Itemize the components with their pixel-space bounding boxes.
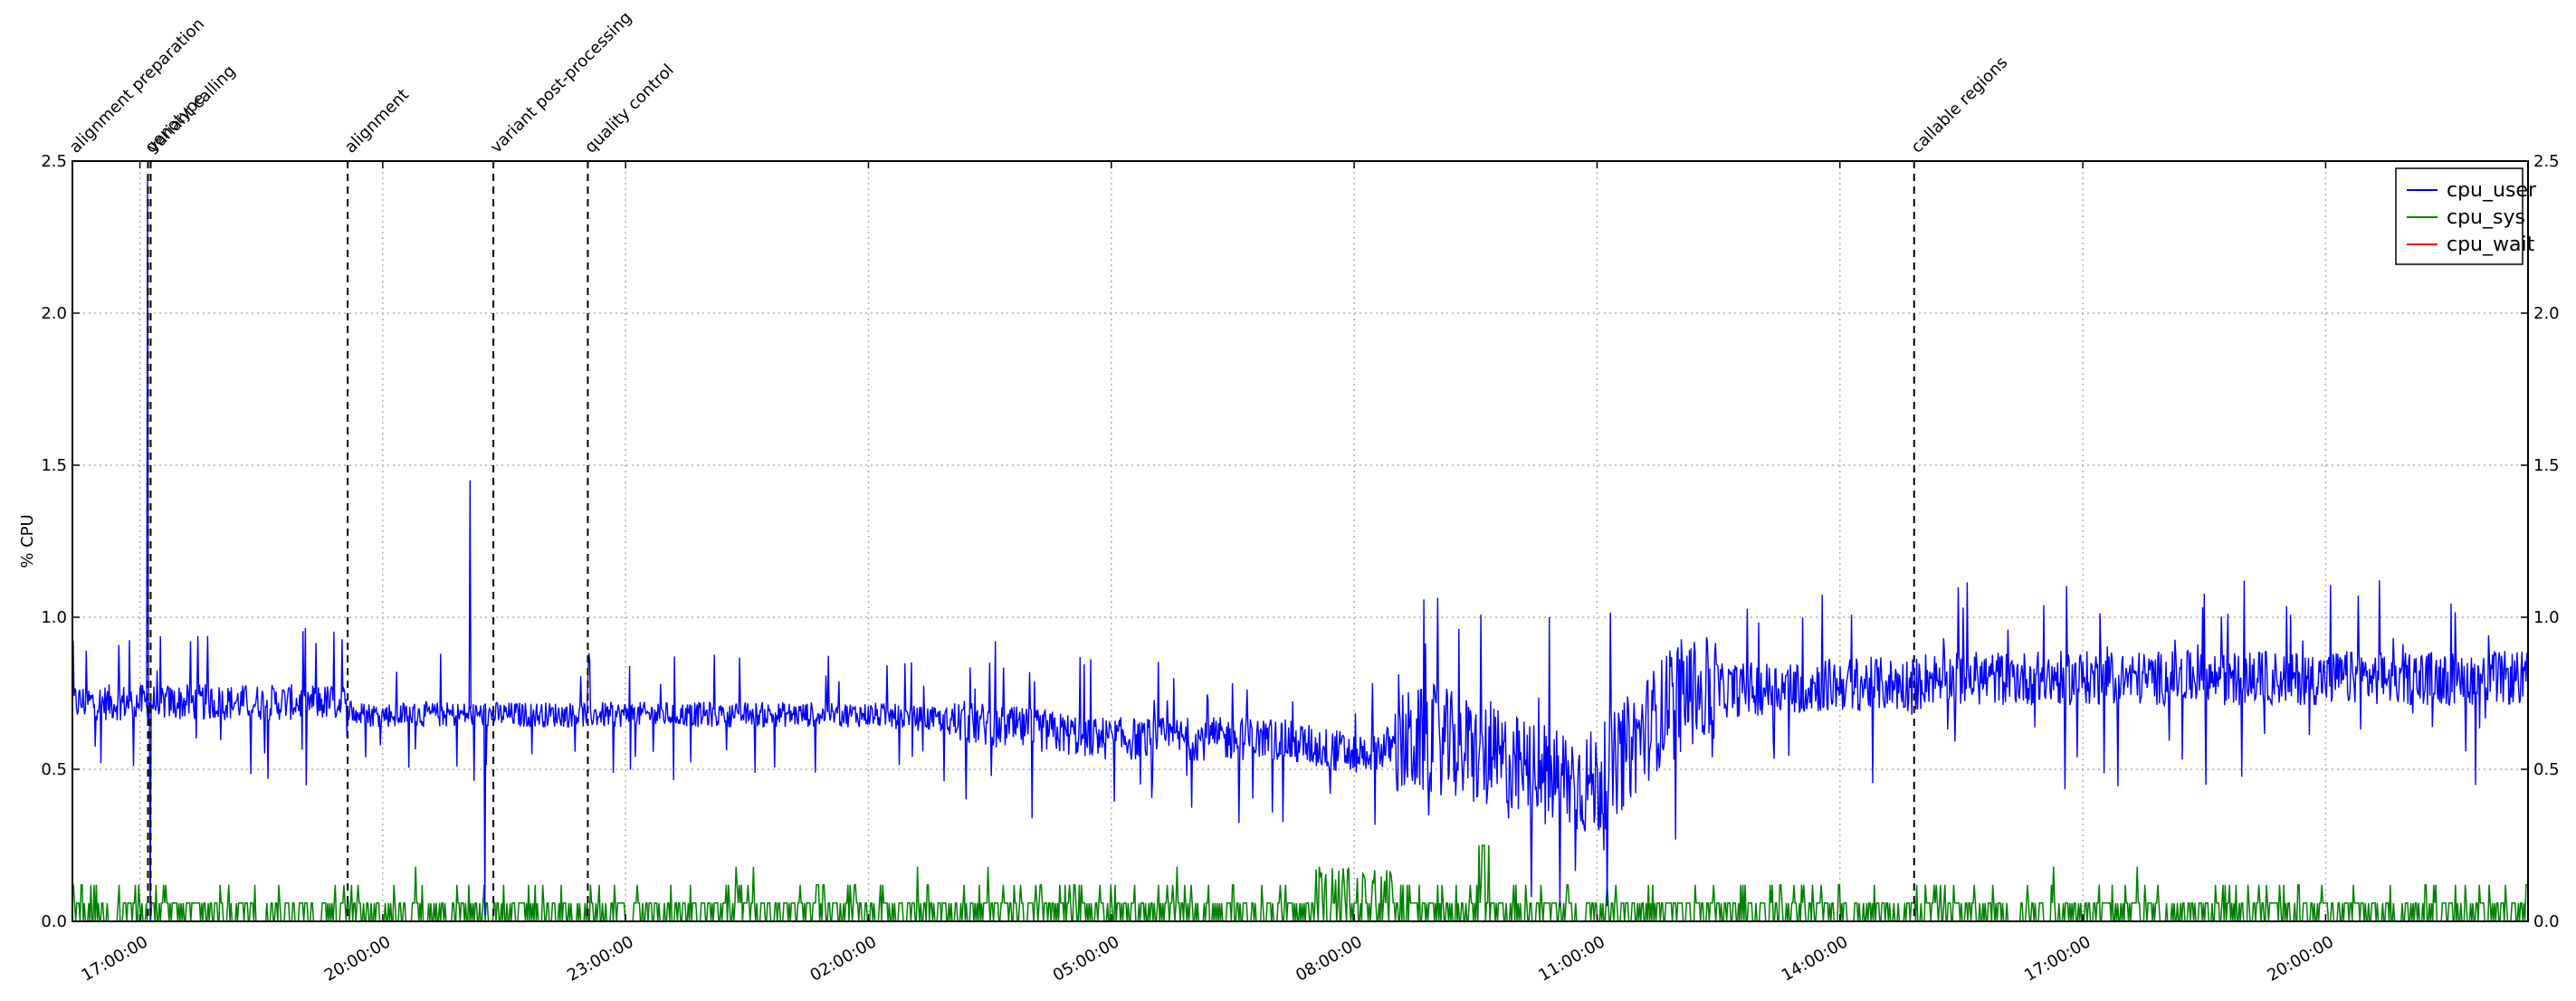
y-tick-label-right: 1.5 bbox=[2533, 456, 2560, 475]
y-tick-label-right: 0.5 bbox=[2533, 760, 2560, 779]
y-tick-label-right: 2.0 bbox=[2533, 304, 2560, 323]
y-tick-label-right: 2.5 bbox=[2533, 152, 2560, 171]
y-tick-label-right: 0.0 bbox=[2533, 912, 2560, 931]
y-tick-label-left: 0.0 bbox=[41, 912, 67, 931]
legend-label-cpu-sys: cpu_sys bbox=[2447, 206, 2525, 229]
y-tick-label-left: 2.5 bbox=[41, 152, 67, 171]
y-axis-label: % CPU bbox=[18, 514, 37, 567]
y-tick-label-left: 1.0 bbox=[41, 608, 67, 627]
legend-label-cpu-wait: cpu_wait bbox=[2447, 234, 2535, 256]
plot-frame bbox=[72, 160, 2529, 922]
y-tick-label-left: 2.0 bbox=[41, 304, 67, 323]
legend-label-cpu-user: cpu_user bbox=[2447, 179, 2537, 202]
y-tick-label-left: 1.5 bbox=[41, 456, 67, 475]
y-tick-label-left: 0.5 bbox=[41, 760, 67, 779]
y-tick-label-right: 1.0 bbox=[2533, 608, 2560, 627]
